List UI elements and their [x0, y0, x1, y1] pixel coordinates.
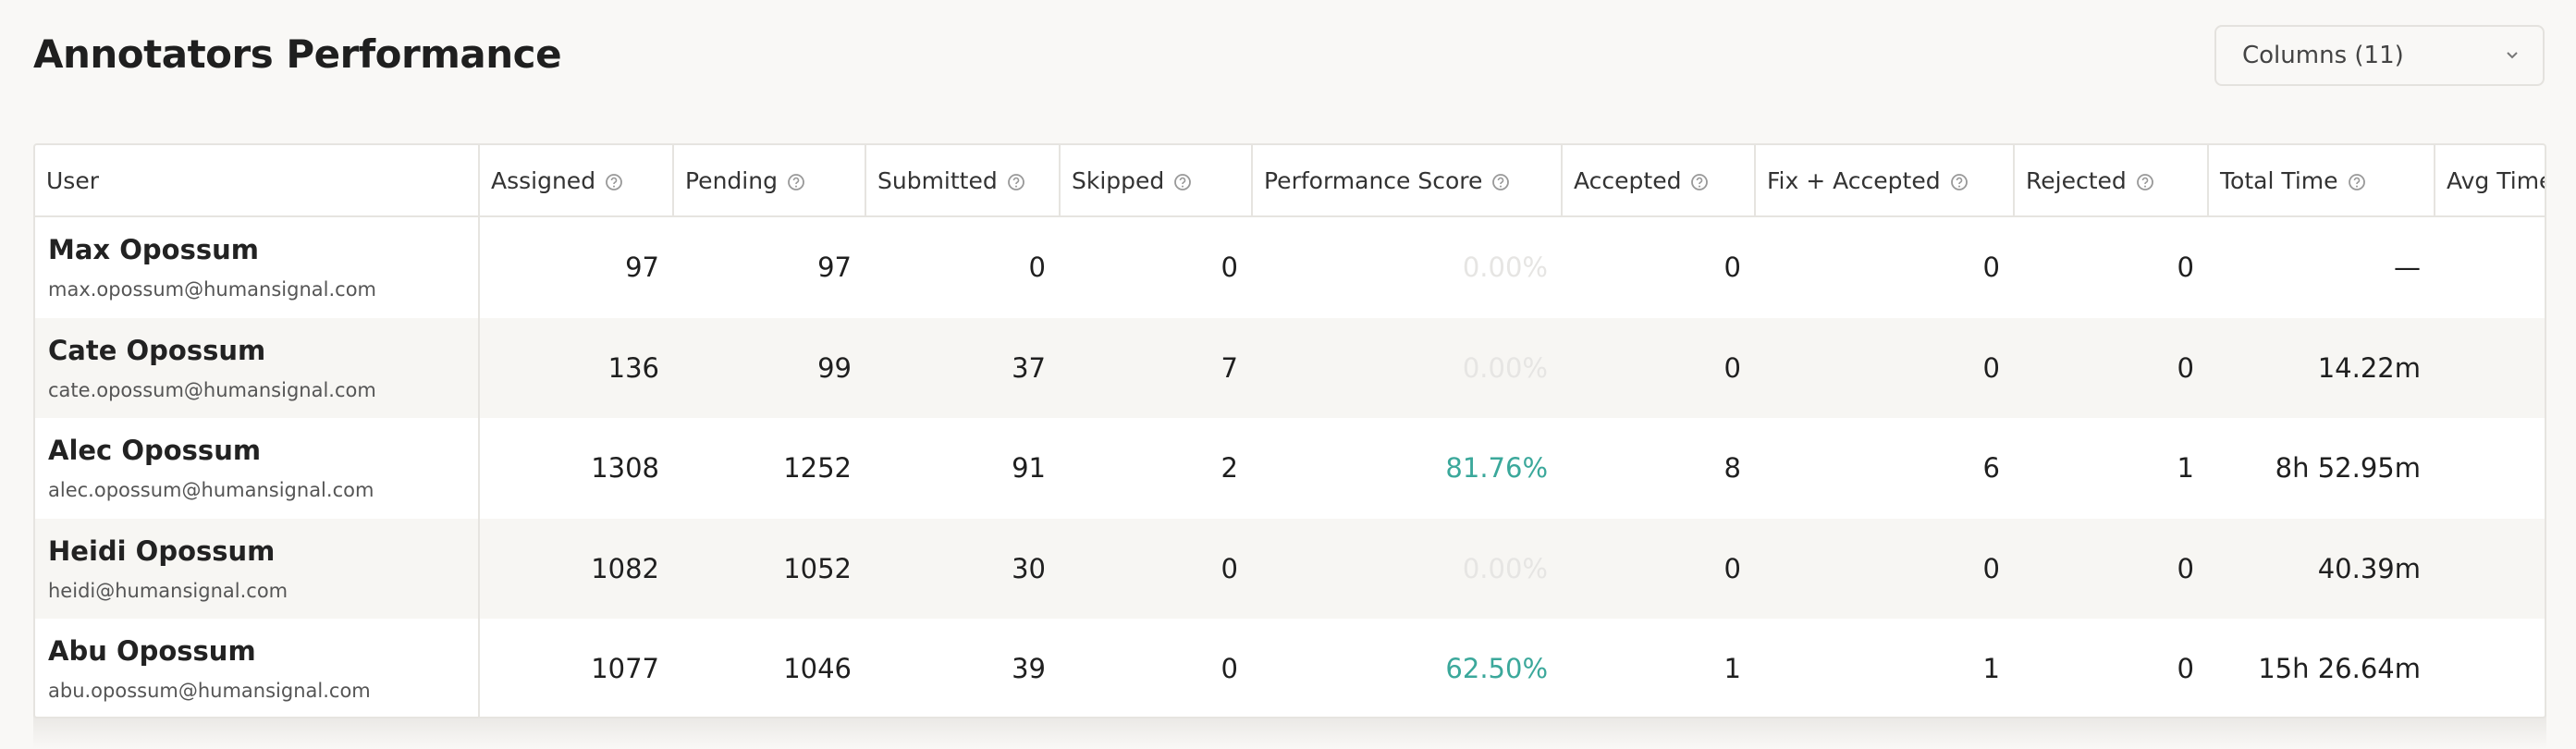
table-cell: 0	[1028, 252, 1046, 283]
user-name: Alec Opossum	[48, 435, 262, 466]
table-row[interactable]: Max Opossum max.opossum@humansignal.com 97…	[35, 217, 2545, 317]
table-cell: 1	[1982, 653, 2000, 684]
table-cell: 136	[607, 351, 659, 384]
table-cell: 0	[1982, 252, 2000, 283]
table-cell: 1046	[783, 653, 852, 684]
help-icon[interactable]	[1491, 173, 1510, 191]
user-email: heidi@humansignal.com	[48, 579, 288, 602]
columns-button[interactable]: Columns (11)	[2214, 25, 2545, 86]
column-header-label: Fix + Accepted	[1767, 167, 1941, 194]
column-header-label: Avg Time	[2447, 167, 2546, 194]
table-cell: 1	[1723, 653, 1741, 684]
table-cell: 0	[1982, 552, 2000, 584]
help-icon[interactable]	[1007, 173, 1025, 191]
table-cell: 97	[817, 252, 852, 283]
table-cell: 0.00%	[1462, 252, 1548, 283]
help-icon[interactable]	[1950, 173, 1969, 191]
table-cell: 7	[1221, 351, 1238, 384]
column-header-label: Submitted	[877, 167, 998, 194]
help-icon[interactable]	[787, 173, 805, 191]
table-cell: 0.00%	[1462, 351, 1548, 384]
table-cell: 0	[1723, 552, 1741, 584]
table-cell: 62.50%	[1445, 653, 1548, 684]
table-row[interactable]: Abu Opossum abu.opossum@humansignal.com 10…	[35, 619, 2545, 717]
user-name: Max Opossum	[48, 234, 259, 265]
table-cell: 40.39m	[2317, 552, 2421, 584]
table-cell: 0	[1723, 252, 1741, 283]
table: User Assigned Pending Submitted Skipped Perfo…	[33, 143, 2546, 718]
column-header[interactable]: Submitted	[865, 145, 1059, 217]
table-cell: 1	[2177, 452, 2194, 484]
chevron	[2507, 52, 2518, 59]
user-email: abu.opossum@humansignal.com	[48, 680, 371, 702]
table-cell: 0	[2177, 351, 2194, 384]
column-divider	[478, 145, 480, 717]
table-cell: 14.22m	[2317, 351, 2421, 384]
column-header[interactable]: Performance Score	[1251, 145, 1561, 217]
table-cell: 1308	[591, 452, 659, 484]
column-header[interactable]: Total Time	[2207, 145, 2434, 217]
table-cell: 81.76%	[1445, 452, 1548, 484]
table-cell: 0	[2177, 252, 2194, 283]
table-cell: 39	[1012, 653, 1046, 684]
table-cell: 15h 26.64m	[2258, 653, 2421, 684]
table-cell: 8	[1723, 452, 1741, 484]
table-cell: 97	[625, 252, 659, 283]
column-header-label: Rejected	[2026, 167, 2127, 194]
table-cell: 0	[1723, 351, 1741, 384]
help-icon[interactable]	[2348, 173, 2366, 191]
column-header[interactable]: Fix + Accepted	[1754, 145, 2013, 217]
table-cell: 0	[2177, 552, 2194, 584]
help-icon[interactable]	[2136, 173, 2154, 191]
table-cell: 37	[1012, 351, 1046, 384]
table-row[interactable]: Heidi Opossum heidi@humansignal.com 1082 10…	[35, 518, 2545, 619]
column-header-label: Skipped	[1072, 167, 1165, 194]
table-cell: 1082	[591, 552, 659, 584]
table-cell: 0.00%	[1462, 552, 1548, 584]
help-icon[interactable]	[605, 173, 623, 191]
table-cell: 1052	[783, 552, 852, 584]
column-header-label: User	[46, 167, 99, 194]
table-cell: 0	[1221, 552, 1238, 584]
column-header-label: Accepted	[1574, 167, 1682, 194]
table-cell: 0	[1221, 653, 1238, 684]
table-cell: 91	[1012, 452, 1046, 484]
column-header[interactable]: Pending	[672, 145, 865, 217]
column-header[interactable]: Skipped	[1059, 145, 1251, 217]
column-header-label: Performance Score	[1264, 167, 1483, 194]
column-header[interactable]: Rejected	[2013, 145, 2207, 217]
table-row[interactable]: Alec Opossum alec.opossum@humansignal.com…	[35, 418, 2545, 518]
column-header-label: Total Time	[2220, 167, 2338, 194]
column-header[interactable]: User	[35, 145, 480, 217]
table-cell: 30	[1012, 552, 1046, 584]
column-header[interactable]: Accepted	[1561, 145, 1754, 217]
table-cell: 99	[817, 351, 852, 384]
table-cell: 8h 52.95m	[2275, 452, 2421, 484]
table-cell: 1252	[783, 452, 852, 484]
table-cell: 6	[1982, 452, 2000, 484]
column-header[interactable]: Assigned	[480, 145, 672, 217]
table-cell: 1077	[591, 653, 659, 684]
table-cell: 0	[1221, 252, 1238, 283]
table-cell: 0	[2177, 653, 2194, 684]
column-header-label: Assigned	[491, 167, 596, 194]
user-email: max.opossum@humansignal.com	[48, 278, 377, 301]
table-cell: 0	[1982, 351, 2000, 384]
table-cell: —	[2394, 252, 2421, 283]
table-cell: 2	[1221, 452, 1238, 484]
column-header[interactable]: Avg Time	[2434, 145, 2546, 217]
user-name: Cate Opossum	[48, 334, 266, 366]
user-name: Heidi Opossum	[48, 534, 276, 567]
user-name: Abu Opossum	[48, 635, 256, 667]
table-row[interactable]: Cate Opossum cate.opossum@humansignal.com…	[35, 317, 2545, 418]
help-icon[interactable]	[1173, 173, 1192, 191]
columns-button-label: Columns (11)	[2242, 42, 2404, 69]
page-title: Annotators Performance	[33, 31, 562, 77]
column-header-label: Pending	[685, 167, 778, 194]
user-email: alec.opossum@humansignal.com	[48, 479, 374, 501]
user-email: cate.opossum@humansignal.com	[48, 378, 376, 401]
help-icon[interactable]	[1690, 173, 1709, 191]
